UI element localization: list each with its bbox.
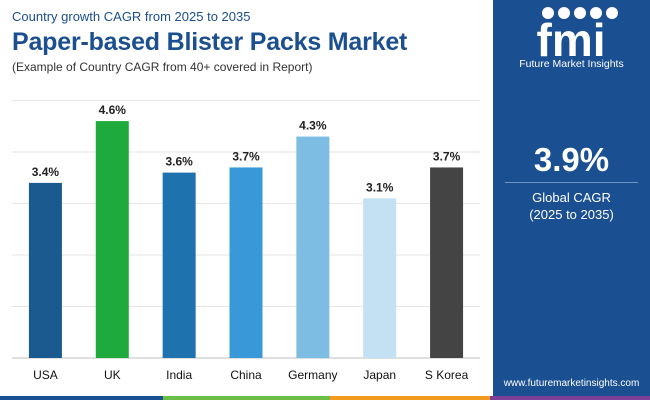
footer-color-segment bbox=[490, 396, 650, 400]
sidebar-panel: fmi Future Market Insights 3.9% Global C… bbox=[493, 0, 650, 396]
data-label: 3.4% bbox=[32, 165, 60, 179]
logo-letters: fmi bbox=[537, 14, 606, 58]
bar-india bbox=[162, 172, 196, 358]
category-label: Germany bbox=[288, 368, 337, 382]
bar-s-korea bbox=[430, 167, 464, 358]
chart-subtitle: Country growth CAGR from 2025 to 2035 bbox=[12, 9, 251, 24]
footer-color-strip bbox=[0, 396, 650, 400]
global-cagr-label: Global CAGR bbox=[532, 190, 611, 205]
website-url: www.futuremarketinsights.com bbox=[503, 378, 640, 389]
logo-name: Future Market Insights bbox=[519, 58, 624, 70]
data-label: 4.3% bbox=[299, 119, 327, 133]
bar-germany bbox=[296, 136, 330, 358]
cagr-divider bbox=[505, 182, 638, 183]
bar-japan bbox=[363, 198, 397, 358]
category-label: Japan bbox=[363, 368, 396, 382]
data-label: 3.7% bbox=[232, 149, 260, 163]
category-label: S Korea bbox=[425, 368, 469, 382]
data-label: 4.6% bbox=[99, 103, 127, 117]
global-cagr-value: 3.9% bbox=[533, 141, 610, 178]
bar-chart: 3.4% USA 4.6% UK 3.6% India 3.7% China 4.3% Germa… bbox=[12, 100, 480, 382]
global-cagr-period: (2025 to 2035) bbox=[529, 207, 614, 222]
chart-title: Paper-based Blister Packs Market bbox=[12, 28, 408, 56]
data-label: 3.7% bbox=[433, 149, 461, 163]
footer-color-segment bbox=[0, 396, 163, 400]
data-label: 3.6% bbox=[165, 155, 193, 169]
category-label: India bbox=[166, 368, 192, 382]
bar-usa bbox=[28, 182, 62, 358]
data-label: 3.1% bbox=[366, 180, 394, 194]
category-label: UK bbox=[104, 368, 121, 382]
bar-uk bbox=[95, 121, 129, 358]
bar-china bbox=[229, 167, 263, 358]
fmi-logo-icon: fmi bbox=[537, 7, 618, 58]
category-label: China bbox=[230, 368, 262, 382]
category-label: USA bbox=[33, 368, 58, 382]
footer-color-segment bbox=[163, 396, 330, 400]
chart-note: (Example of Country CAGR from 40+ covere… bbox=[12, 60, 313, 74]
footer-color-segment bbox=[330, 396, 490, 400]
